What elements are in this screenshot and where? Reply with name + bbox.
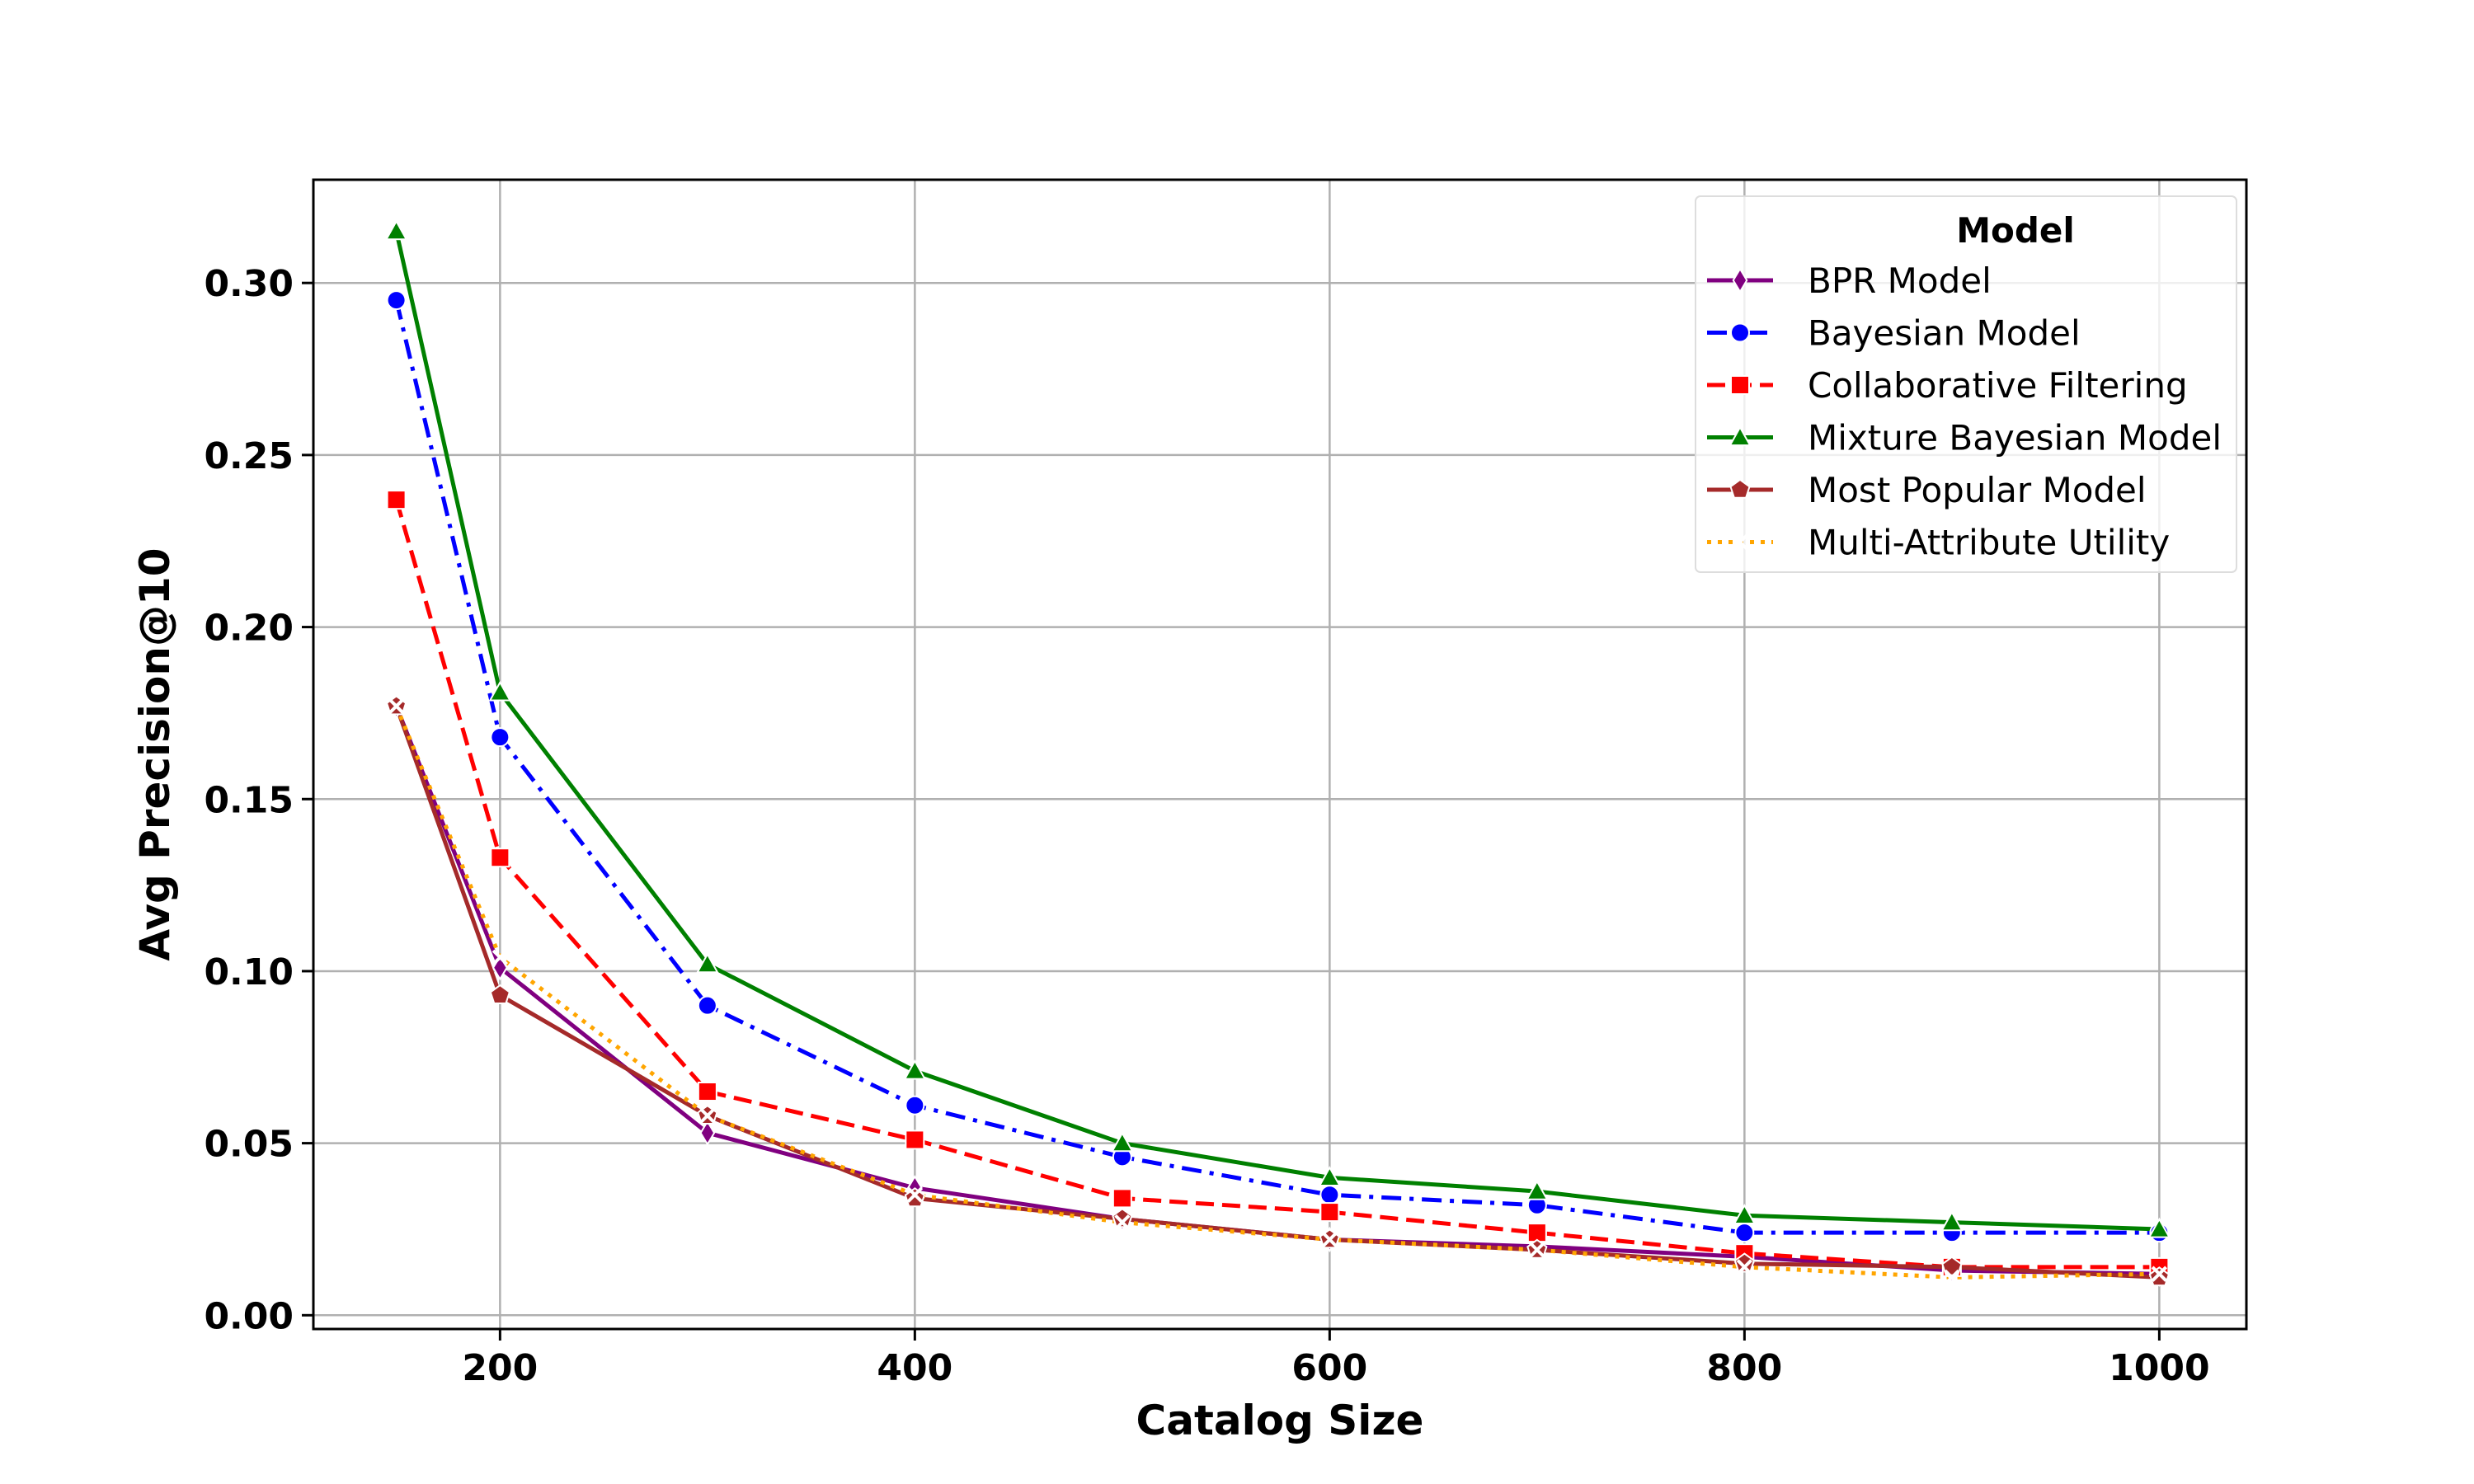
data-point-mixture-bayesian-model	[1940, 1210, 1964, 1232]
data-point-collaborative-filtering	[905, 1129, 925, 1150]
legend-item-most-popular-model: Most Popular Model	[1707, 470, 2147, 510]
plot-frame	[312, 178, 2248, 1331]
y-tick-label: 0.20	[204, 608, 294, 650]
y-tick-label: 0.00	[204, 1295, 294, 1337]
data-point-multi-attribute-utility	[1114, 1214, 1131, 1231]
data-point-mixture-bayesian-model	[696, 952, 719, 974]
legend-label-bayesian-model: Bayesian Model	[1808, 313, 2081, 354]
data-point-bayesian-model	[1734, 1223, 1755, 1243]
data-point-most-popular-model	[1733, 1252, 1756, 1273]
data-point-bpr-model	[699, 1120, 716, 1146]
data-point-multi-attribute-utility	[1529, 1242, 1545, 1258]
legend-label-multi-attribute-utility: Multi-Attribute Utility	[1808, 523, 2170, 563]
x-axis-title: Catalog Size	[1136, 1397, 1424, 1444]
data-point-multi-attribute-utility	[1944, 1269, 1960, 1286]
legend: Model BPR Model Bayesian Model Collaborati…	[1695, 195, 2237, 573]
legend-marker-bpr-model	[1732, 267, 1748, 294]
data-point-most-popular-model	[1112, 1208, 1133, 1228]
axis-ticks: 200 400 600 800 1000 0.00 0.05 0.10 0.15 0.20 0.25…	[204, 263, 2209, 1389]
data-point-bayesian-model	[490, 727, 510, 748]
legend-label-bpr-model: BPR Model	[1808, 261, 1992, 301]
y-tick-label: 0.10	[204, 951, 294, 993]
legend-label-collaborative-filtering: Collaborative Filtering	[1808, 365, 2188, 406]
data-point-bayesian-model	[697, 995, 717, 1016]
data-point-multi-attribute-utility	[699, 1107, 716, 1124]
y-tick-label: 0.15	[204, 779, 294, 821]
data-point-multi-attribute-utility	[2151, 1266, 2168, 1282]
data-point-collaborative-filtering	[697, 1082, 717, 1102]
legend-items: BPR Model Bayesian Model Collaborative Fil…	[1707, 261, 2222, 563]
legend-title: Model	[1956, 210, 2075, 251]
data-point-bayesian-model	[905, 1095, 925, 1115]
data-point-multi-attribute-utility	[1321, 1231, 1338, 1248]
y-tick-label: 0.30	[204, 263, 294, 305]
series-markers	[384, 219, 2171, 1287]
x-tick-label: 200	[462, 1347, 538, 1389]
series-line-bayesian-model	[394, 299, 2160, 1235]
series-markers-multi-attribute-utility	[388, 697, 2168, 1286]
legend-marker-collaborative-filtering	[1730, 375, 1750, 395]
legend-marker-most-popular-model	[1729, 478, 1751, 499]
data-point-multi-attribute-utility	[388, 697, 405, 715]
data-point-multi-attribute-utility	[492, 949, 509, 965]
legend-item-bpr-model: BPR Model	[1707, 261, 1992, 301]
legend-item-mixture-bayesian-model: Mixture Bayesian Model	[1707, 418, 2222, 458]
data-point-mixture-bayesian-model	[903, 1059, 927, 1080]
legend-item-collaborative-filtering: Collaborative Filtering	[1707, 365, 2188, 406]
data-point-collaborative-filtering	[1319, 1202, 1340, 1223]
y-tick-label: 0.25	[204, 435, 294, 477]
data-point-mixture-bayesian-model	[2147, 1217, 2171, 1238]
series-line-most-popular-model	[394, 705, 2160, 1280]
legend-marker-mixture-bayesian-model	[1729, 425, 1752, 447]
x-tick-label: 600	[1291, 1347, 1367, 1389]
legend-label-mixture-bayesian-model: Mixture Bayesian Model	[1808, 418, 2222, 458]
data-point-mixture-bayesian-model	[1318, 1166, 1342, 1187]
x-tick-label: 800	[1706, 1347, 1782, 1389]
data-point-mixture-bayesian-model	[384, 219, 408, 241]
data-point-bayesian-model	[386, 290, 407, 311]
data-point-multi-attribute-utility	[1736, 1259, 1753, 1275]
data-point-mixture-bayesian-model	[1733, 1204, 1757, 1224]
legend-box	[1695, 195, 2237, 573]
data-point-collaborative-filtering	[490, 848, 510, 868]
x-tick-label: 1000	[2109, 1347, 2209, 1389]
legend-marker-bayesian-model	[1730, 322, 1750, 343]
legend-item-multi-attribute-utility: Multi-Attribute Utility	[1707, 523, 2170, 563]
series-markers-mixture-bayesian-model	[384, 219, 2171, 1238]
legend-marker-multi-attribute-utility	[1732, 533, 1748, 551]
y-tick-label: 0.05	[204, 1124, 294, 1166]
y-axis-title: Avg Precision@10	[131, 547, 179, 960]
data-point-mixture-bayesian-model	[1111, 1131, 1134, 1153]
data-point-most-popular-model	[489, 984, 511, 1004]
legend-item-bayesian-model: Bayesian Model	[1707, 313, 2081, 354]
data-point-collaborative-filtering	[1112, 1188, 1132, 1209]
data-point-multi-attribute-utility	[906, 1186, 924, 1203]
data-point-mixture-bayesian-model	[488, 680, 512, 702]
data-point-mixture-bayesian-model	[1526, 1179, 1549, 1200]
data-point-bayesian-model	[1319, 1185, 1340, 1205]
series-line-collaborative-filtering	[394, 499, 2160, 1270]
legend-label-most-popular-model: Most Popular Model	[1808, 470, 2147, 510]
data-point-collaborative-filtering	[386, 490, 407, 510]
series-line-mixture-bayesian-model	[394, 231, 2160, 1232]
series-lines	[394, 231, 2160, 1280]
x-tick-label: 400	[877, 1347, 952, 1389]
